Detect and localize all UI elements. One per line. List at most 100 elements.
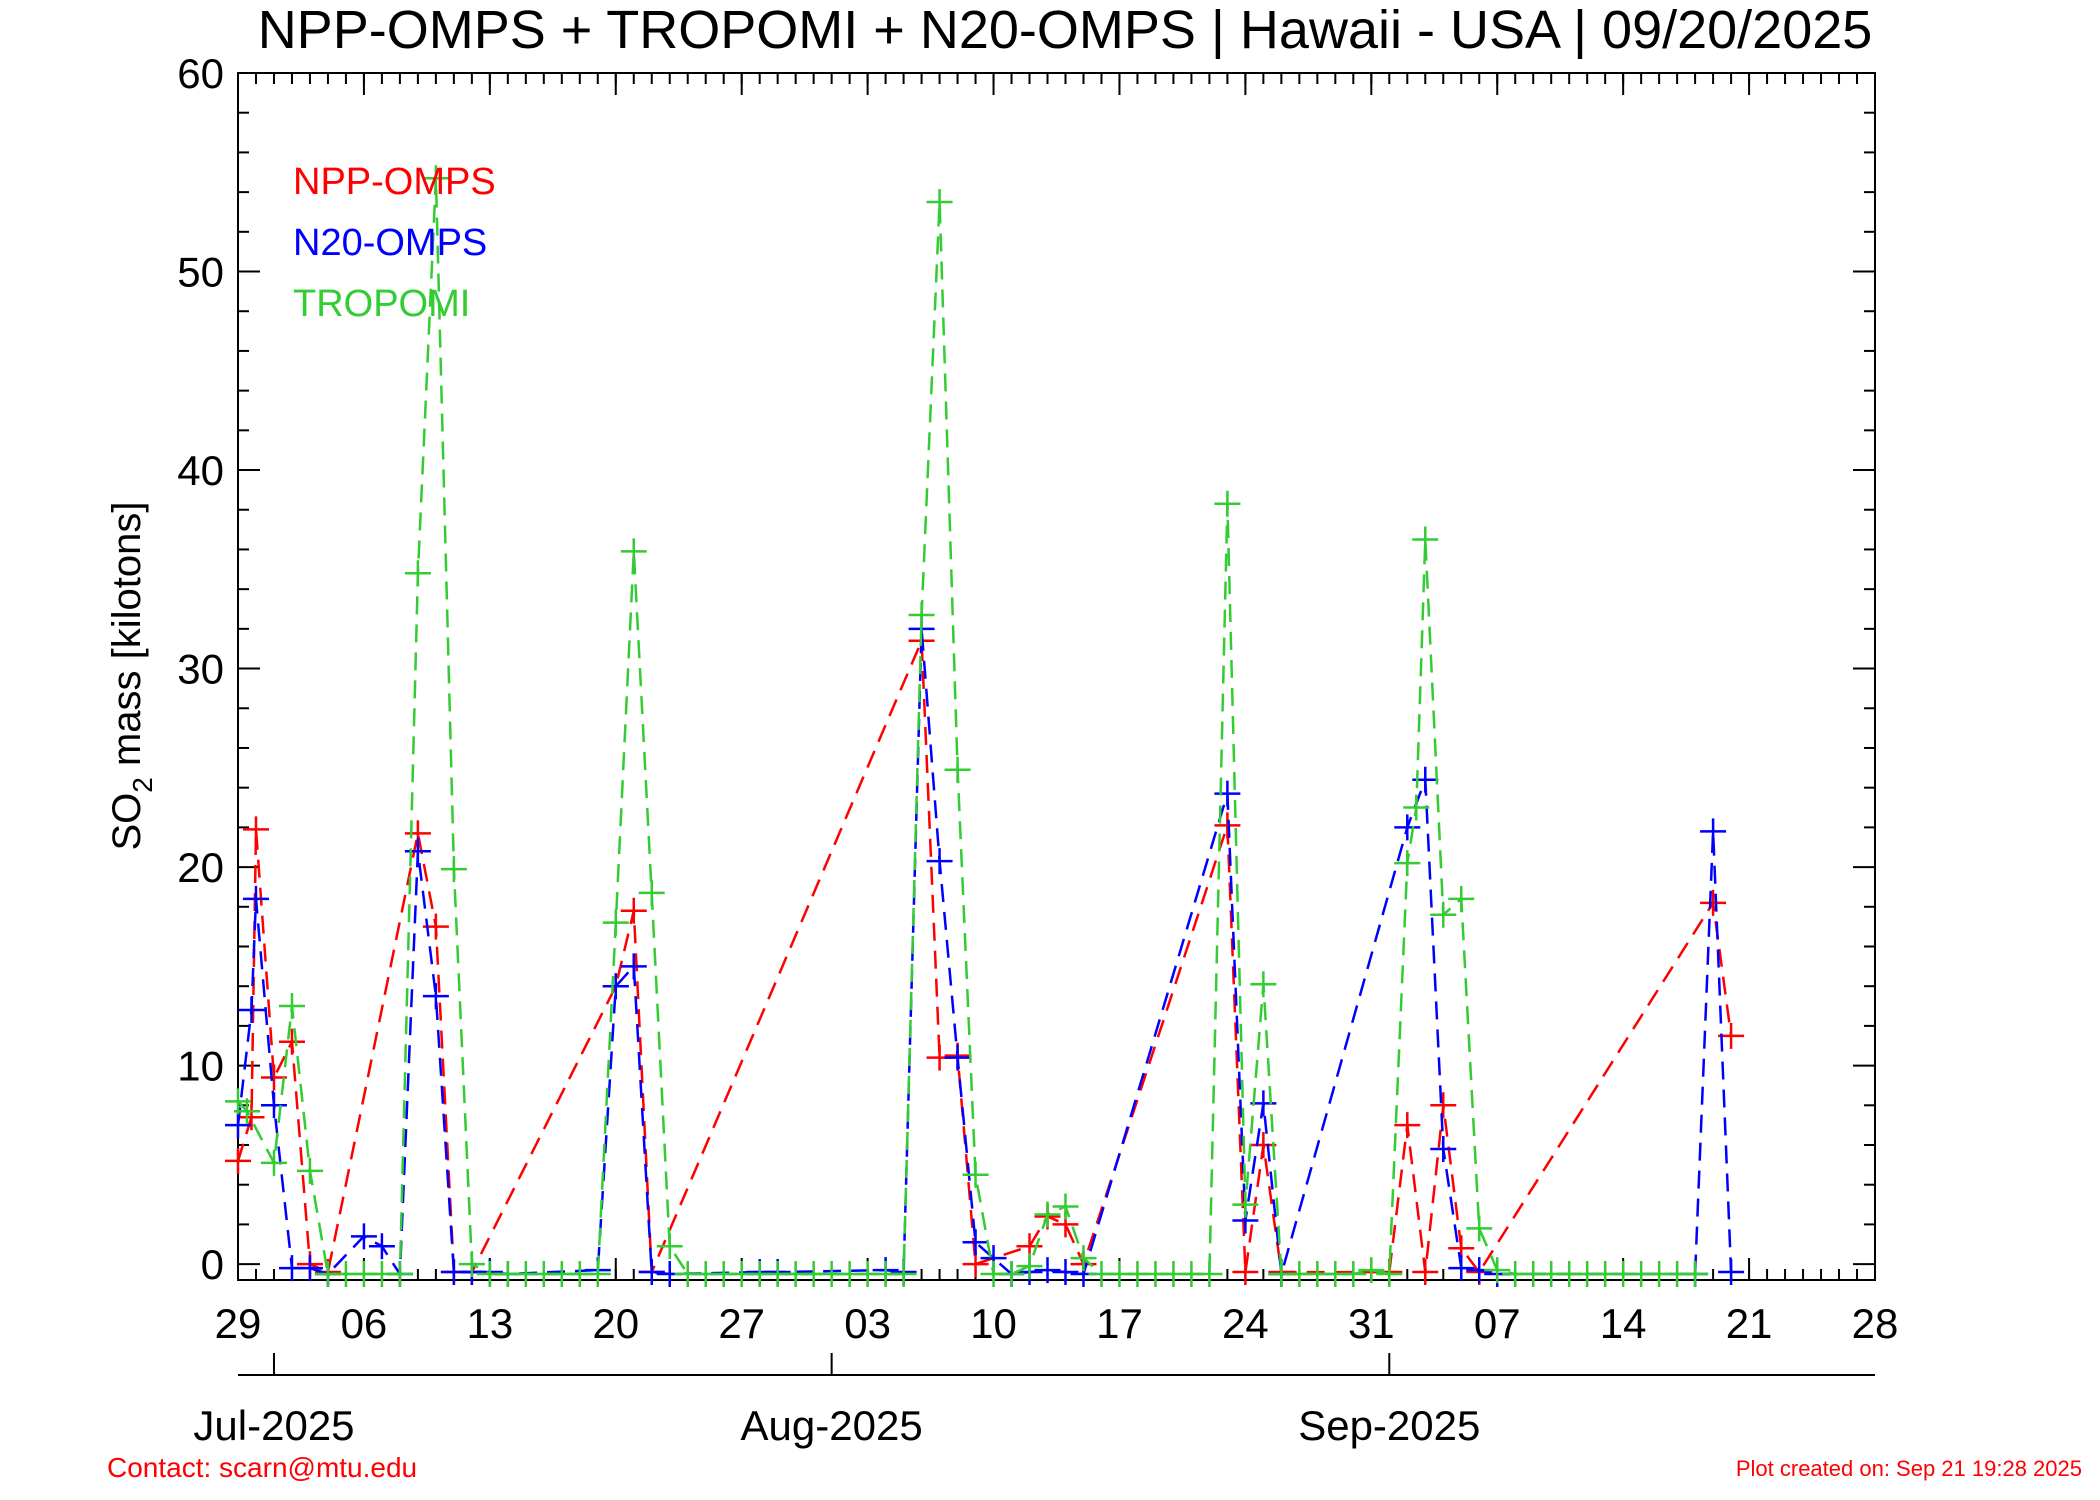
data-point [1394,1112,1421,1139]
data-point [584,1261,611,1288]
data-point [1358,1257,1385,1284]
data-point [1430,1092,1457,1119]
y-axis-label: SO2 mass [kilotons] [105,501,158,850]
data-point [998,1261,1025,1288]
data-point [350,1223,377,1250]
plot-created-text: Plot created on: Sep 21 19:28 2025 [1735,1456,2082,1481]
series-n20-omps [225,615,1745,1288]
data-point [1718,1259,1745,1286]
data-point [296,1255,323,1282]
x-tick-label: 21 [1726,1300,1773,1347]
data-point [404,560,431,587]
x-tick-label: 10 [970,1300,1017,1347]
y-tick-label: 20 [177,844,224,891]
data-point [225,1147,251,1174]
series-npp-omps [225,627,1745,1286]
legend-entry: TROPOMI [293,283,470,325]
data-point [278,993,305,1020]
data-point [238,1104,265,1131]
data-point [458,1251,485,1278]
data-point [656,1233,683,1260]
x-tick-label: 27 [718,1300,765,1347]
data-point [602,909,629,936]
series-layer [225,165,1745,1288]
data-point [638,879,665,906]
data-point [1232,1191,1259,1218]
data-point [944,756,971,783]
data-point [620,538,647,565]
data-point [404,838,431,865]
data-point [944,1044,971,1071]
x-tick-label: 31 [1348,1300,1395,1347]
data-point [1448,1255,1475,1282]
data-point [368,1233,395,1260]
data-point [422,165,449,192]
legend-entry: NPP-OMPS [293,161,496,203]
data-point [260,1149,287,1176]
y-tick-label: 0 [201,1241,224,1288]
data-point [1034,1201,1061,1228]
data-point [1052,1193,1079,1220]
data-point [296,1157,323,1184]
data-point [238,997,265,1024]
y-tick-label: 10 [177,1043,224,1090]
data-point [1196,1261,1223,1288]
data-point [1250,971,1277,998]
data-point [1052,1259,1079,1286]
data-point [260,1092,287,1119]
data-point [1394,850,1421,877]
data-point [1016,1253,1043,1280]
contact-text: Contact: scarn@mtu.edu [107,1452,418,1483]
data-point [278,1028,305,1055]
data-point [908,601,935,628]
data-point [1448,885,1475,912]
data-point [962,1229,989,1256]
series-line [236,640,1733,1275]
month-tick-label: Aug-2025 [741,1402,923,1449]
data-point [1403,794,1430,821]
month-tick-label: Jul-2025 [193,1402,354,1449]
data-point [1484,1257,1511,1284]
series-tropomi [225,165,1709,1288]
data-point [225,1112,251,1139]
data-point [1250,1132,1277,1159]
data-point [1376,1261,1403,1288]
x-tick-label: 24 [1222,1300,1269,1347]
data-point [1700,889,1727,916]
x-tick-label: 14 [1600,1300,1647,1347]
series-line [237,178,1696,1276]
x-tick-label: 06 [341,1300,388,1347]
data-point [1214,490,1241,517]
data-point [1430,901,1457,928]
data-point [242,816,269,843]
data-point [1034,1257,1061,1284]
data-point [386,1261,413,1288]
data-point [422,983,449,1010]
series-line [236,628,1733,1278]
data-point [1232,1259,1259,1286]
x-tick-label: 20 [592,1300,639,1347]
data-point [962,1251,989,1278]
data-point [1700,818,1727,845]
data-point [602,973,629,1000]
x-tick-label: 07 [1474,1300,1521,1347]
data-point [926,189,953,216]
y-tick-label: 50 [177,249,224,296]
month-axis: Jul-2025 Aug-2025 Sep-2025 [193,1353,1875,1449]
y-axis-label-main: SO [105,793,149,851]
data-point [1430,1135,1457,1162]
data-point [620,953,647,980]
data-point [926,848,953,875]
data-point [1394,814,1421,841]
x-tick-label: 29 [215,1300,262,1347]
data-point [1340,1261,1367,1288]
month-tick-label: Sep-2025 [1298,1402,1480,1449]
data-point [233,1098,260,1125]
data-point [1412,526,1439,553]
y-tick-label: 40 [177,447,224,494]
x-tick-label: 17 [1096,1300,1143,1347]
x-tick-label: 28 [1852,1300,1899,1347]
data-point [890,1261,917,1288]
data-point [1214,780,1241,807]
data-point [440,856,467,883]
